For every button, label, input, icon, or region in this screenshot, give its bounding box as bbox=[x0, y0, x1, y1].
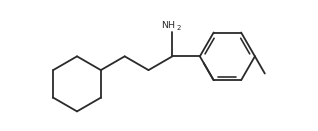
Text: NH: NH bbox=[162, 21, 176, 30]
Text: 2: 2 bbox=[176, 25, 181, 31]
